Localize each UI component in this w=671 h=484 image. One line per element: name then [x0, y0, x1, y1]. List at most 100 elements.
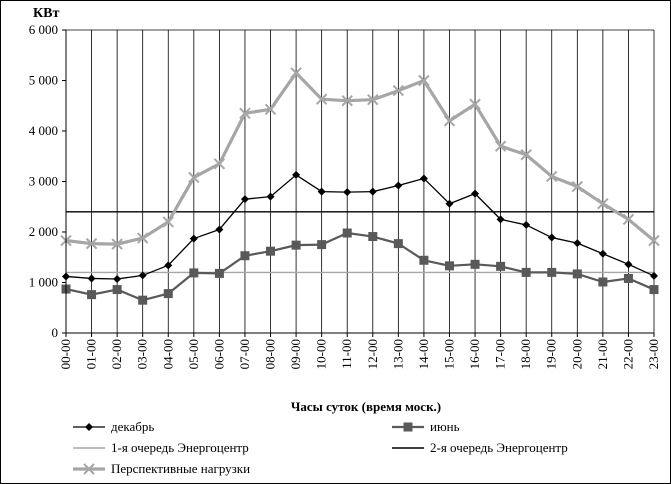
x-tick-label: 21-00	[595, 339, 610, 369]
x-tick-label: 14-00	[416, 339, 431, 369]
data-point	[546, 170, 558, 183]
data-point	[418, 74, 430, 87]
data-point	[522, 220, 531, 229]
x-tick-label: 22-00	[620, 339, 635, 369]
data-point	[623, 273, 633, 283]
legend: декабрь июнь 1-я очередь Энергоцентр 2-я оч…	[73, 419, 568, 476]
data-point	[393, 239, 403, 249]
x-tick-label: 00-00	[58, 339, 73, 369]
x-tick-label: 16-00	[467, 339, 482, 369]
data-point	[113, 274, 122, 283]
data-point	[163, 289, 173, 299]
marker-stroke	[264, 103, 277, 115]
data-point	[138, 295, 148, 305]
marker-stroke	[597, 198, 609, 210]
series-line	[65, 231, 655, 302]
marker-stroke	[315, 93, 328, 105]
x-tick-label: 09-00	[288, 339, 303, 369]
data-point	[189, 268, 199, 278]
series-4	[60, 67, 660, 250]
marker-stroke	[341, 94, 353, 107]
y-tick-label: 6 000	[29, 22, 58, 37]
x-tick-label: 17-00	[493, 339, 508, 369]
marker-stroke	[162, 216, 174, 228]
legend-item: июнь	[392, 419, 460, 434]
marker-stroke	[622, 213, 635, 226]
marker-stroke	[85, 237, 98, 250]
marker-stroke	[290, 67, 302, 79]
data-point	[622, 213, 635, 226]
data-point	[85, 237, 98, 250]
data-point	[368, 232, 378, 242]
data-point	[315, 93, 328, 105]
x-axis-label: Часы суток (время моск.)	[291, 399, 441, 414]
data-point	[240, 251, 250, 261]
legend-marker	[403, 422, 413, 432]
marker-stroke	[648, 234, 660, 247]
y-tick-label: 5 000	[29, 73, 58, 88]
data-point	[445, 199, 454, 208]
marker-stroke	[111, 238, 123, 250]
data-point	[214, 268, 224, 278]
y-tick-label: 4 000	[29, 123, 58, 138]
data-point	[624, 260, 633, 269]
data-point	[443, 115, 456, 127]
x-tick-label: 15-00	[441, 339, 456, 369]
x-tick-label: 19-00	[544, 339, 559, 369]
data-point	[494, 140, 507, 152]
data-point	[650, 271, 658, 280]
y-axis-label: КВт	[33, 6, 59, 21]
data-point	[649, 285, 659, 295]
data-point	[291, 240, 301, 250]
data-point	[266, 192, 275, 201]
legend-label: Перспективные нагрузки	[111, 461, 250, 476]
marker-stroke	[213, 158, 226, 170]
marker-stroke	[392, 84, 405, 97]
data-point	[215, 225, 224, 234]
data-point	[394, 181, 403, 190]
data-point	[598, 249, 607, 258]
marker-stroke	[83, 463, 95, 475]
x-tick-label: 05-00	[186, 339, 201, 369]
data-point	[264, 103, 277, 115]
marker-stroke	[443, 115, 456, 127]
data-point	[521, 267, 531, 277]
series-line	[65, 174, 655, 280]
legend-marker	[85, 423, 93, 431]
marker-stroke	[239, 107, 251, 120]
legend-label: 2-я очередь Энергоцентр	[430, 440, 568, 455]
y-tick-label: 3 000	[29, 174, 58, 189]
x-tick-label: 02-00	[109, 339, 124, 369]
data-point	[419, 174, 428, 183]
data-point	[162, 216, 174, 228]
data-point	[469, 98, 481, 110]
data-point	[598, 277, 608, 287]
data-point	[266, 246, 276, 256]
marker-stroke	[546, 170, 558, 183]
marker-stroke	[494, 140, 507, 152]
legend-label: 1-я очередь Энергоцентр	[111, 440, 249, 455]
legend-item: Перспективные нагрузки	[73, 461, 250, 476]
data-point	[87, 290, 97, 300]
data-point	[547, 233, 556, 242]
data-point	[496, 215, 505, 224]
data-point	[470, 259, 480, 269]
legend-marker	[83, 463, 95, 475]
legend-item: декабрь	[73, 419, 154, 434]
x-tick-label: 08-00	[263, 339, 278, 369]
data-point	[341, 94, 353, 107]
data-point	[240, 195, 249, 204]
data-point	[111, 238, 123, 250]
legend-item: 1-я очередь Энергоцентр	[73, 440, 249, 455]
marker-stroke	[188, 171, 200, 184]
x-tick-label: 10-00	[314, 339, 329, 369]
y-tick-label: 0	[52, 325, 59, 340]
legend-label: июнь	[430, 419, 460, 434]
data-point	[471, 189, 480, 198]
data-point	[496, 261, 506, 271]
x-tick-label: 07-00	[237, 339, 252, 369]
data-point	[317, 240, 327, 250]
marker-stroke	[136, 232, 149, 244]
data-point	[112, 285, 122, 295]
data-point	[392, 84, 405, 97]
